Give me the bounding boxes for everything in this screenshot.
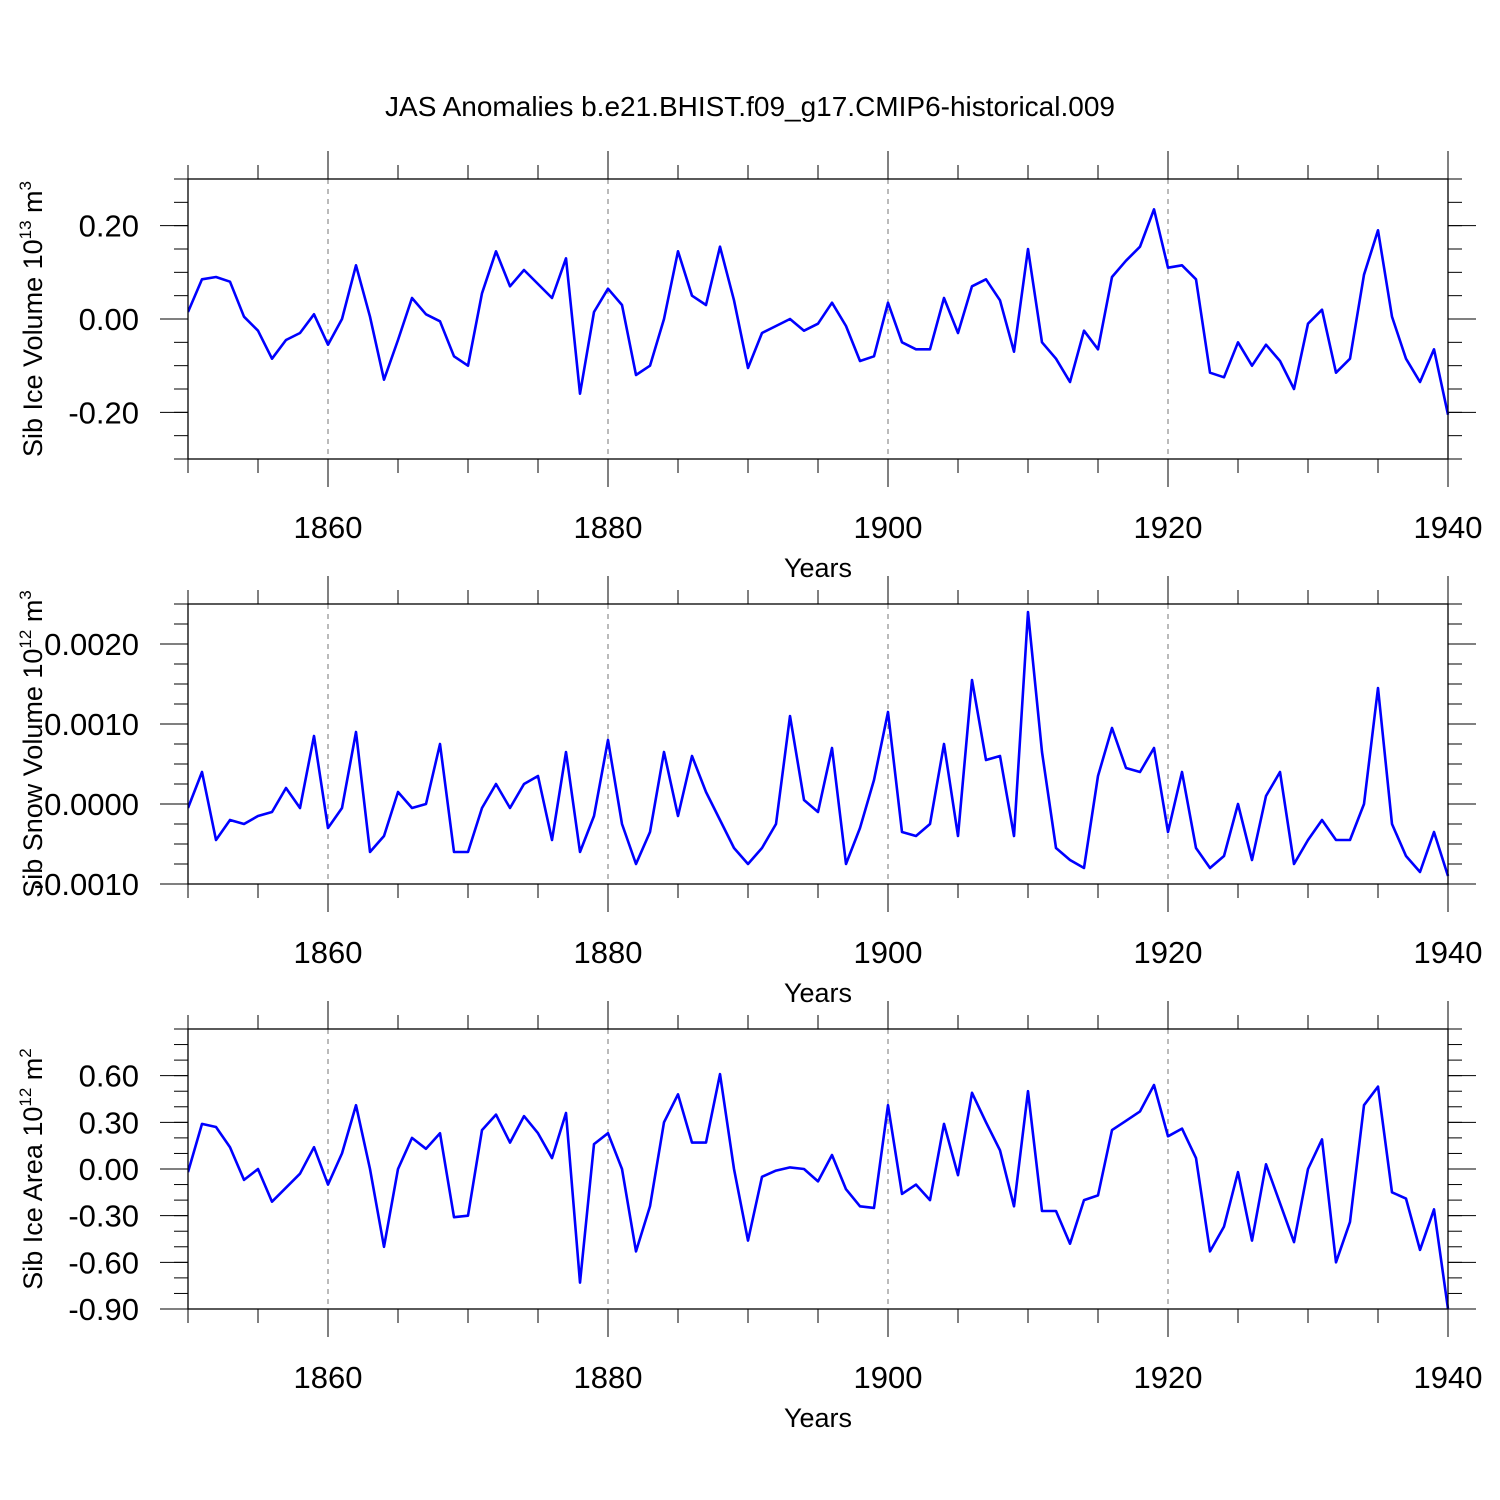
chart-1-y-tick-label: 0.20 xyxy=(79,209,139,244)
chart-1-series-line xyxy=(188,208,1450,415)
chart-1-x-tick-label: 1860 xyxy=(294,510,363,545)
chart-2-x-tick-label: 1940 xyxy=(1414,935,1483,970)
chart-1-x-axis-label: Years xyxy=(784,553,852,583)
chart-2-x-tick-label: 1920 xyxy=(1134,935,1203,970)
chart-1-x-tick-label: 1880 xyxy=(574,510,643,545)
chart-1-y-tick-label: -0.20 xyxy=(68,395,139,430)
chart-2-series-line xyxy=(188,610,1450,877)
chart-1-x-tick-label: 1900 xyxy=(854,510,923,545)
chart-3-x-tick-label: 1880 xyxy=(574,1360,643,1395)
chart-3-y-tick-label: -0.60 xyxy=(68,1245,139,1280)
chart-2-x-tick-label: 1880 xyxy=(574,935,643,970)
chart-3-x-tick-label: 1860 xyxy=(294,1360,363,1395)
chart-3-y-tick-label: 0.60 xyxy=(79,1059,139,1094)
chart-3-y-tick-label: -0.30 xyxy=(68,1199,139,1234)
chart-1-y-axis-label: Sib Ice Volume 1013 m3 xyxy=(16,181,48,457)
chart-2-plot-frame xyxy=(187,603,1449,885)
chart-3-y-tick-label: 0.30 xyxy=(79,1105,139,1140)
figure-title: JAS Anomalies b.e21.BHIST.f09_g17.CMIP6-… xyxy=(385,91,1115,122)
chart-3-x-tick-label: 1940 xyxy=(1414,1360,1483,1395)
chart-2-y-tick-label: 0.0010 xyxy=(44,707,139,742)
chart-1-x-tick-label: 1920 xyxy=(1134,510,1203,545)
chart-2-y-axis-label: Sib Snow Volume 1012 m3 xyxy=(16,590,48,898)
chart-3-y-tick-label: -0.90 xyxy=(68,1292,139,1327)
panel-snow-volume: 1860 1880 1900 1920 1940 -0.0010 0.0000 0.0010 0… xyxy=(16,576,1482,1008)
chart-3-y-axis-label: Sib Ice Area 1012 m2 xyxy=(16,1048,48,1290)
panel-ice-area: 1860 1880 1900 1920 1940 -0.90 -0.60 -0.30 0.00 0… xyxy=(16,1001,1482,1433)
chart-2-x-tick-label: 1900 xyxy=(854,935,923,970)
chart-2-y-tick-label: -0.0010 xyxy=(34,867,139,902)
chart-3-y-tick-label: 0.00 xyxy=(79,1152,139,1187)
chart-2-y-tick-label: 0.0020 xyxy=(44,627,139,662)
chart-3-x-tick-label: 1920 xyxy=(1134,1360,1203,1395)
chart-3-x-tick-label: 1900 xyxy=(854,1360,923,1395)
chart-1-plot-frame xyxy=(187,178,1449,460)
panel-ice-volume: 1860 1880 1900 1920 1940 -0.20 0.00 0.20 Years Si… xyxy=(16,151,1482,583)
chart-3-plot-frame xyxy=(187,1028,1449,1310)
chart-3-series-line xyxy=(188,1072,1450,1310)
chart-3-x-axis-label: Years xyxy=(784,1403,852,1433)
chart-2-y-tick-label: 0.0000 xyxy=(44,787,139,822)
chart-2-x-axis-label: Years xyxy=(784,978,852,1008)
chart-1-y-tick-label: 0.00 xyxy=(79,302,139,337)
chart-2-x-tick-label: 1860 xyxy=(294,935,363,970)
chart-1-x-tick-label: 1940 xyxy=(1414,510,1483,545)
